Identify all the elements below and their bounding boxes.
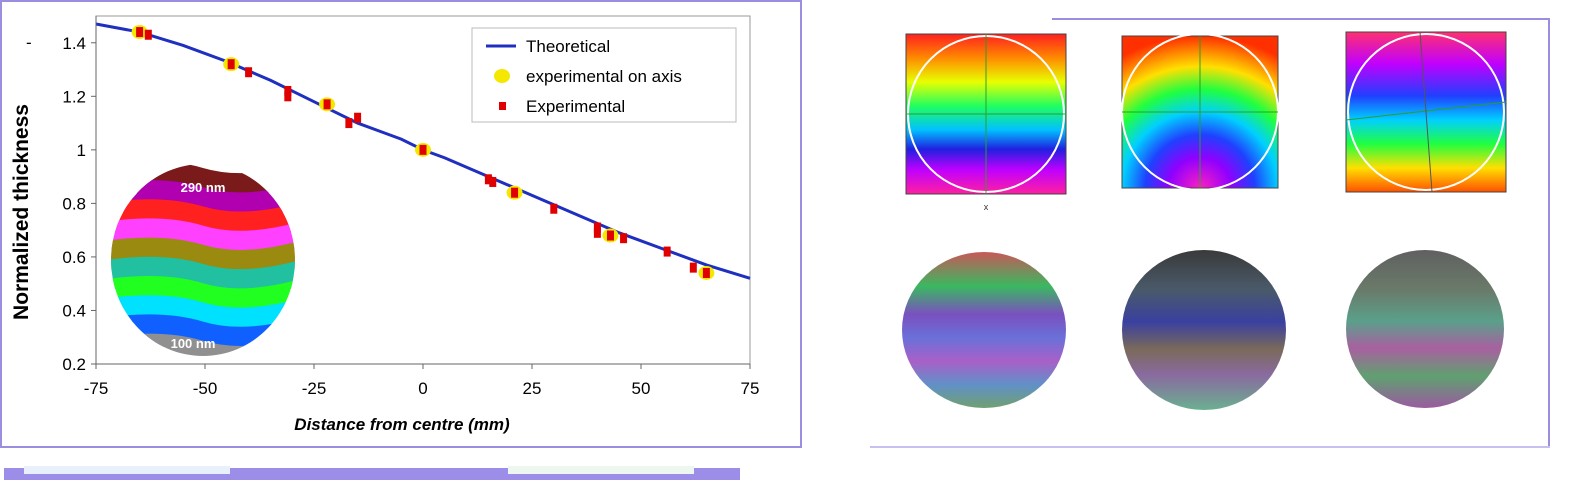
x-tick-label: 50 bbox=[632, 379, 651, 398]
thickness-map-3 bbox=[1340, 30, 1512, 196]
legend-label: Theoretical bbox=[526, 37, 610, 56]
experimental-point bbox=[593, 227, 601, 238]
experimental-point bbox=[620, 233, 628, 244]
experimental-point bbox=[419, 144, 427, 155]
panel-right-border bbox=[1548, 18, 1550, 448]
stray-tick-mark: - bbox=[26, 33, 32, 52]
experimental-point bbox=[345, 118, 353, 129]
experimental-point bbox=[593, 222, 601, 233]
inset-bottom-label: 100 nm bbox=[171, 336, 216, 351]
experimental-point bbox=[323, 99, 331, 110]
x-tick-label: 75 bbox=[741, 379, 760, 398]
experimental-point bbox=[227, 59, 235, 70]
experimental-point bbox=[284, 85, 292, 96]
svg-text:x: x bbox=[984, 202, 989, 212]
chart-axes: -75 -50 -25 0 25 50 75 0.2 0.4 0.6 0.8 1 1.2 1.4 bbox=[62, 16, 759, 398]
experimental-point bbox=[245, 67, 253, 78]
x-tick-label: -50 bbox=[193, 379, 218, 398]
y-tick-label: 1.2 bbox=[62, 87, 86, 106]
y-tick-label: 0.6 bbox=[62, 248, 86, 267]
experimental-point bbox=[144, 29, 152, 40]
experimental-point bbox=[550, 203, 558, 214]
thickness-map-1: x bbox=[902, 32, 1082, 212]
experimental-point bbox=[136, 27, 144, 38]
experimental-point bbox=[484, 174, 492, 185]
x-tick-label: -25 bbox=[302, 379, 327, 398]
panel-bottom-border bbox=[870, 446, 1550, 448]
experimental-point bbox=[663, 246, 671, 257]
legend-circle-swatch bbox=[494, 69, 510, 83]
x-tick-label: -75 bbox=[84, 379, 109, 398]
chart-marks bbox=[95, 22, 751, 280]
x-axis-label: Distance from centre (mm) bbox=[294, 415, 510, 434]
wafer-photo-3 bbox=[1346, 250, 1504, 408]
legend-square-swatch bbox=[499, 102, 506, 110]
legend-label: experimental on axis bbox=[526, 67, 682, 86]
chart-legend: Theoretical experimental on axis Experimen… bbox=[471, 27, 737, 123]
x-tick-label: 0 bbox=[418, 379, 427, 398]
legend-box bbox=[471, 27, 737, 123]
inset-top-label: 290 nm bbox=[181, 180, 226, 195]
experimental-point bbox=[511, 187, 519, 198]
y-tick-label: 1 bbox=[77, 141, 86, 160]
panel-top-border bbox=[1052, 18, 1550, 20]
thickness-map-2 bbox=[1118, 32, 1294, 212]
wafer-photo-2 bbox=[1122, 250, 1286, 410]
y-tick-label: 0.2 bbox=[62, 355, 86, 374]
y-tick-label: 0.8 bbox=[62, 194, 86, 213]
y-tick-label: 1.4 bbox=[62, 34, 86, 53]
experimental-point bbox=[689, 262, 697, 273]
y-tick-label: 0.4 bbox=[62, 301, 86, 320]
chart-panel bbox=[0, 0, 802, 448]
experimental-point bbox=[606, 230, 614, 241]
experimental-point bbox=[489, 176, 497, 187]
experimental-point bbox=[284, 91, 292, 102]
images-panel bbox=[870, 18, 1550, 448]
thickness-chart: 290 nm 100 nm -75 -50 -25 0 25 50 75 0.2 0.4 0.6 0.… bbox=[10, 15, 759, 434]
bottom-bar-highlight-right bbox=[508, 466, 694, 474]
experimental-point bbox=[354, 112, 362, 123]
y-axis-label: Normalized thickness bbox=[10, 104, 33, 320]
bottom-bar-highlight-left bbox=[24, 466, 230, 474]
legend-label: Experimental bbox=[526, 97, 625, 116]
x-tick-label: 25 bbox=[523, 379, 542, 398]
experimental-point bbox=[702, 267, 710, 278]
wafer-photo-1 bbox=[902, 252, 1066, 408]
